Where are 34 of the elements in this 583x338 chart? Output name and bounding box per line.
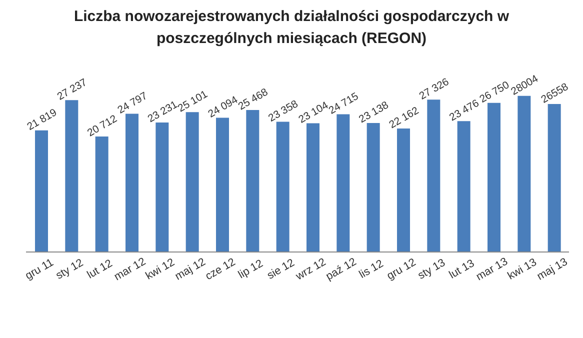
data-label: 24 715 [326, 90, 361, 117]
data-label: 22 162 [387, 104, 422, 132]
x-tick-label: lis 12 [357, 258, 386, 282]
x-tick-label: gru 11 [23, 256, 56, 282]
x-tick-label: lip 12 [236, 258, 266, 282]
x-tick-label: lut 13 [447, 257, 477, 282]
bar [366, 123, 380, 252]
data-label: 21 819 [25, 106, 60, 134]
bar [246, 110, 260, 252]
bar [397, 128, 410, 252]
bar [216, 118, 229, 252]
bar [276, 122, 290, 252]
bar [156, 122, 169, 252]
bar [186, 112, 199, 252]
bar [548, 104, 561, 252]
x-tick-label: maj 13 [535, 256, 570, 283]
bar [65, 100, 78, 252]
bar [488, 102, 500, 252]
bar [427, 100, 440, 252]
x-tick-label: lut 12 [85, 257, 115, 282]
bar [35, 130, 48, 252]
bar [518, 96, 531, 252]
data-label: 27 237 [55, 76, 90, 103]
x-tick-label: sty 13 [416, 256, 448, 282]
data-label: 25 468 [236, 86, 270, 113]
bar [95, 136, 108, 252]
x-tick-label: sie 12 [265, 256, 297, 282]
x-tick-label: sty 12 [54, 256, 86, 282]
bar [126, 114, 138, 252]
bar [336, 114, 350, 252]
chart-title: Liczba nowozarejestrowanych działalności gospodarczych w poszczególnych miesiącach (REGON) [72, 7, 510, 49]
x-tick-label: gru 12 [385, 256, 418, 282]
bar [457, 121, 470, 252]
bar [306, 123, 320, 252]
